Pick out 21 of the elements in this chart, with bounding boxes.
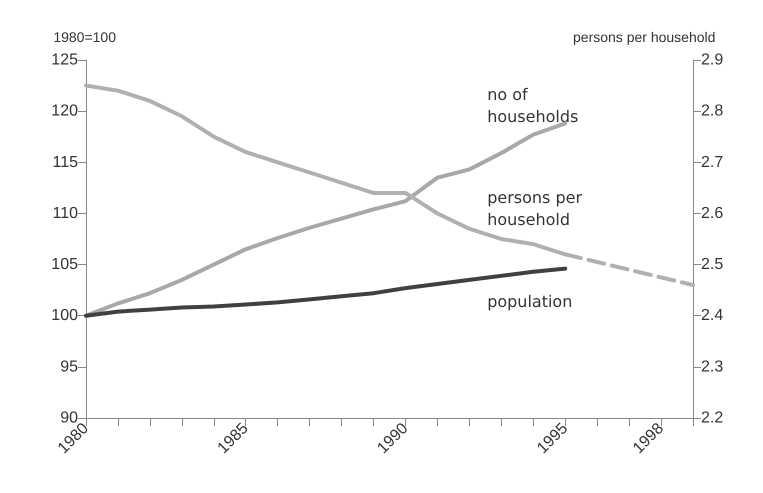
- y2-tick-label: 2.5: [701, 256, 724, 274]
- y-tick-label: 125: [51, 52, 78, 68]
- y2-tick-label: 2.4: [701, 307, 724, 324]
- y-tick-label: 100: [51, 307, 78, 324]
- y-tick-label: 90: [60, 410, 78, 426]
- y2-tick-label: 2.6: [701, 204, 724, 222]
- y-axis-title: 1980=100: [53, 29, 116, 45]
- y2-tick-label: 2.2: [701, 410, 724, 426]
- y2-tick-label: 2.9: [701, 52, 724, 68]
- y-tick-label: 110: [52, 204, 78, 222]
- series-label: population: [487, 292, 572, 312]
- series-label: no of households: [487, 84, 578, 126]
- series-label: persons per household: [487, 188, 588, 229]
- y2-tick-label: 2.7: [701, 154, 724, 171]
- y-tick-label: 115: [52, 154, 78, 171]
- y2-axis-title: persons per household: [573, 29, 716, 45]
- y2-tick-label: 2.8: [701, 102, 724, 120]
- y-tick-label: 95: [60, 358, 78, 376]
- y-tick-label: 120: [51, 102, 78, 120]
- y-tick-label: 105: [51, 256, 78, 274]
- y2-tick-label: 2.3: [701, 358, 724, 376]
